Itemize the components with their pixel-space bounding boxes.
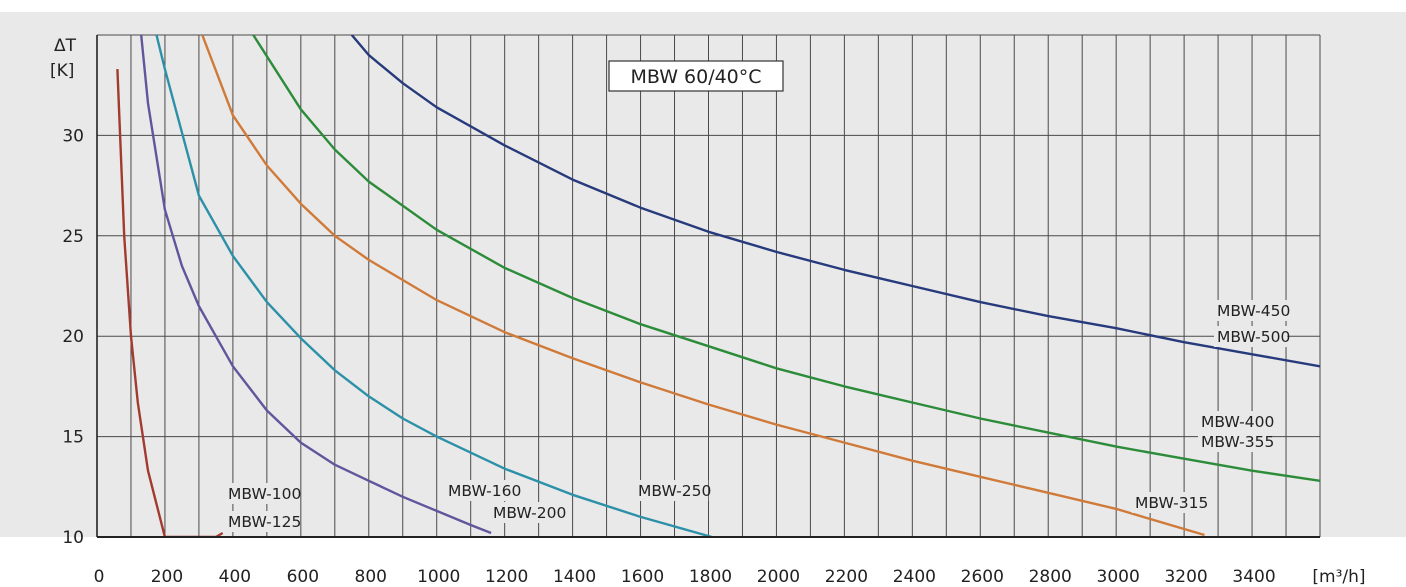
- series-label-5-2: MBW-355: [1201, 433, 1274, 451]
- x-tick-label: 1800: [689, 567, 732, 587]
- x-tick-label: 0: [94, 567, 105, 587]
- x-tick-label: 3200: [1164, 567, 1207, 587]
- series-label-1-1: MBW-100: [228, 485, 301, 503]
- series-label-2-2: MBW-200: [493, 504, 566, 522]
- x-tick-label: 3400: [1232, 567, 1275, 587]
- series-label-1-2-bg: [225, 511, 299, 532]
- series-label-1-1-bg: [225, 483, 299, 504]
- chart-title: MBW 60/40°C: [630, 66, 761, 88]
- x-tick-label: 200: [151, 567, 183, 587]
- series-line-4: [201, 35, 1205, 537]
- series-line-2: [140, 35, 492, 535]
- series-label-2-2-bg: [490, 502, 564, 523]
- x-tick-label: 1400: [553, 567, 596, 587]
- x-tick-label: 3000: [1097, 567, 1140, 587]
- x-tick-label: 600: [287, 567, 319, 587]
- y-tick-label: 15: [62, 428, 84, 448]
- chart-title-box: MBW 60/40°C: [608, 60, 784, 92]
- series-line-1: [116, 69, 224, 537]
- series-label-5-1: MBW-400: [1201, 413, 1274, 431]
- series-label-5-2-bg: [1198, 431, 1272, 452]
- series-label-1-2: MBW-125: [228, 513, 301, 531]
- series-labels: MBW-100 MBW-125 MBW-160 MBW-200 MBW-250 MBW-4…: [225, 300, 1290, 532]
- series-label-2-1-bg: [445, 480, 519, 501]
- grid: [97, 34, 1321, 537]
- series-line-6: [350, 35, 1320, 368]
- plot-area: [0, 12, 1406, 537]
- x-tick-label: 1600: [621, 567, 664, 587]
- x-tick-label: 2000: [757, 567, 800, 587]
- series-label-4-1-bg: [635, 480, 709, 501]
- y-tick-label: 20: [62, 327, 84, 347]
- x-tick-label: 1200: [485, 567, 528, 587]
- series-label-5-1-bg: [1198, 411, 1272, 432]
- x-tick-label: 2400: [893, 567, 936, 587]
- series-label-2-1: MBW-160: [448, 482, 521, 500]
- axes: [96, 35, 1320, 538]
- curves: [116, 35, 1320, 537]
- x-tick-label: 2600: [961, 567, 1004, 587]
- series-label-6-2-bg: [1214, 326, 1288, 347]
- y-tick-label: 10: [62, 528, 84, 548]
- extra-series-label-1: MBW-315: [1135, 494, 1208, 512]
- series-line-5: [252, 35, 1320, 482]
- y-tick-label: 30: [62, 126, 84, 146]
- x-tick-label: 800: [355, 567, 387, 587]
- y-axis-label-unit: [K]: [50, 61, 74, 81]
- series-label-6-1-bg: [1214, 300, 1288, 321]
- x-tick-label: 400: [219, 567, 251, 587]
- x-tick-label: 1000: [417, 567, 460, 587]
- y-axis-label-symbol: ΔT: [54, 36, 77, 56]
- series-label-4-1: MBW-250: [638, 482, 711, 500]
- series-line-3: [155, 35, 713, 537]
- tick-labels: 0 200 400 600 800 1000 1200 1400 1600 1800 2000 220…: [62, 126, 1275, 587]
- chart-title-frame: [608, 60, 784, 92]
- x-axis-label: [m³/h]: [1312, 567, 1365, 587]
- series-label-6-1: MBW-450: [1217, 302, 1290, 320]
- series-label-6-2: MBW-500: [1217, 328, 1290, 346]
- extra-series-label-1-bg: [1132, 492, 1206, 513]
- y-tick-label: 25: [62, 227, 84, 247]
- x-tick-label: 2200: [825, 567, 868, 587]
- x-tick-label: 2800: [1029, 567, 1072, 587]
